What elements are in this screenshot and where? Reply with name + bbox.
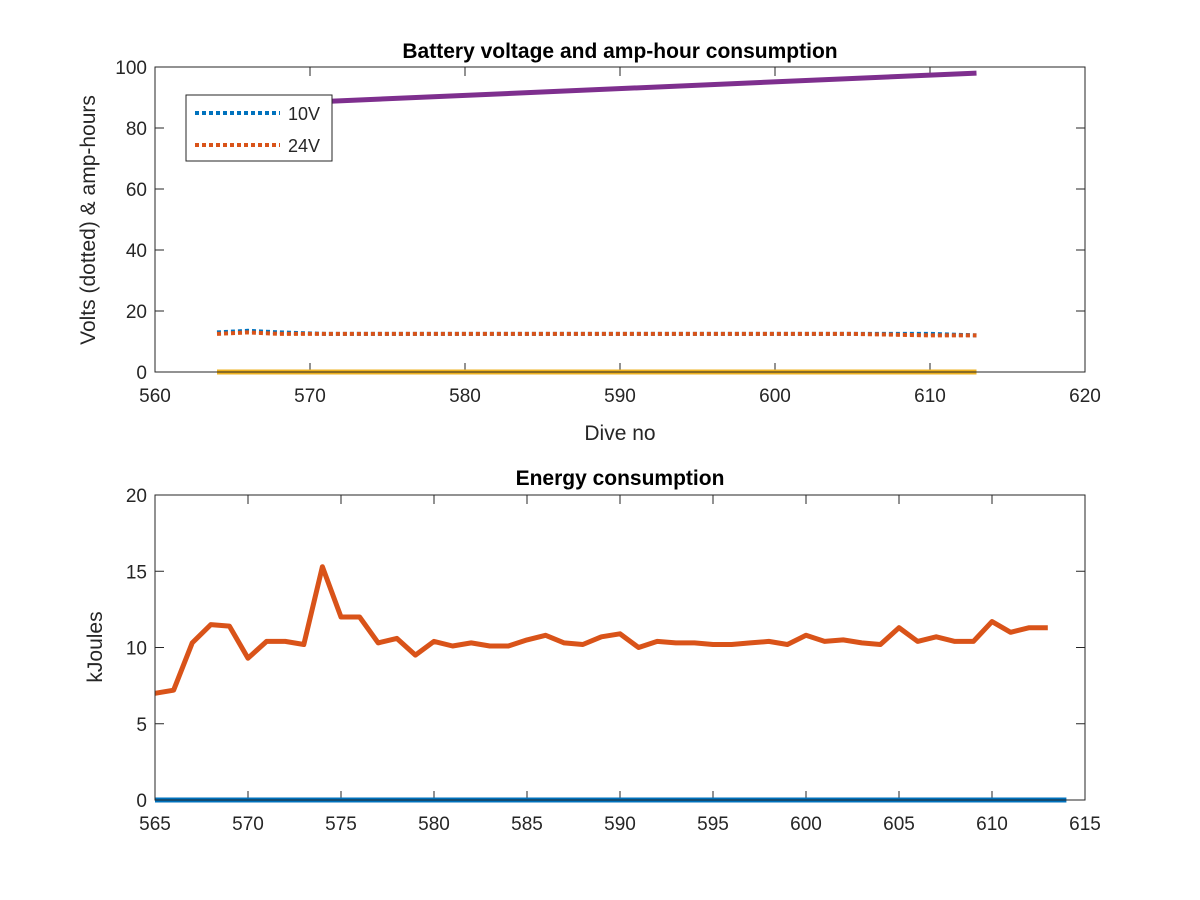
energy-plot-area	[155, 495, 1085, 800]
energy-axes-box	[154, 494, 1086, 801]
energy-axis-ticks: 565 570 575 580 585 590 595 600 605 610 615 0 5 10 15 2…	[126, 486, 1101, 835]
battery-subplot: Battery voltage and amp-hour consumption…	[77, 40, 1101, 445]
battery-y-tick-label: 20	[126, 302, 147, 323]
energy-x-tick-label: 570	[232, 814, 264, 835]
legend-box	[185, 94, 333, 162]
battery-legend: 10V 24V	[185, 94, 333, 162]
legend-label-24v: 24V	[288, 136, 320, 156]
legend-label-10v: 10V	[288, 104, 320, 124]
battery-y-tick-label: 60	[126, 180, 147, 201]
energy-x-tick-label: 600	[790, 814, 822, 835]
energy-x-tick-label: 585	[511, 814, 543, 835]
energy-subplot: Energy consumption 565 570 575 580 585 590 595…	[84, 467, 1101, 835]
energy-y-axis-label: kJoules	[84, 611, 107, 682]
battery-x-tick-label: 600	[759, 386, 791, 407]
energy-x-tick-label: 615	[1069, 814, 1101, 835]
battery-axis-ticks: 560 570 580 590 600 610 620 0 20 40 60 80 100	[115, 58, 1101, 407]
energy-x-tick-label: 580	[418, 814, 450, 835]
battery-x-tick-label: 580	[449, 386, 481, 407]
battery-y-tick-label: 100	[115, 58, 147, 79]
battery-x-axis-label: Dive no	[584, 422, 655, 445]
energy-x-tick-label: 565	[139, 814, 171, 835]
battery-x-tick-label: 620	[1069, 386, 1101, 407]
energy-x-tick-label: 610	[976, 814, 1008, 835]
energy-y-tick-label: 0	[136, 791, 147, 812]
battery-x-tick-label: 590	[604, 386, 636, 407]
battery-series-line-1	[216, 330, 977, 338]
energy-x-tick-label: 575	[325, 814, 357, 835]
energy-y-tick-label: 10	[126, 639, 147, 660]
battery-y-tick-label: 40	[126, 241, 147, 262]
battery-series-line-2	[309, 70, 977, 105]
energy-y-tick-label: 5	[136, 715, 147, 736]
energy-y-tick-label: 15	[126, 562, 147, 583]
battery-x-tick-label: 560	[139, 386, 171, 407]
battery-x-tick-label: 610	[914, 386, 946, 407]
battery-axes-box	[154, 66, 1086, 373]
battery-chart-title: Battery voltage and amp-hour consumption	[402, 40, 837, 63]
energy-y-tick-label: 20	[126, 486, 147, 507]
battery-x-tick-label: 570	[294, 386, 326, 407]
battery-y-tick-label: 0	[136, 363, 147, 384]
energy-x-tick-label: 605	[883, 814, 915, 835]
energy-series-line-0	[154, 564, 1048, 696]
energy-x-tick-label: 590	[604, 814, 636, 835]
energy-chart-title: Energy consumption	[516, 467, 725, 490]
battery-y-axis-label: Volts (dotted) & amp-hours	[77, 95, 100, 345]
energy-x-tick-label: 595	[697, 814, 729, 835]
battery-y-tick-label: 80	[126, 119, 147, 140]
